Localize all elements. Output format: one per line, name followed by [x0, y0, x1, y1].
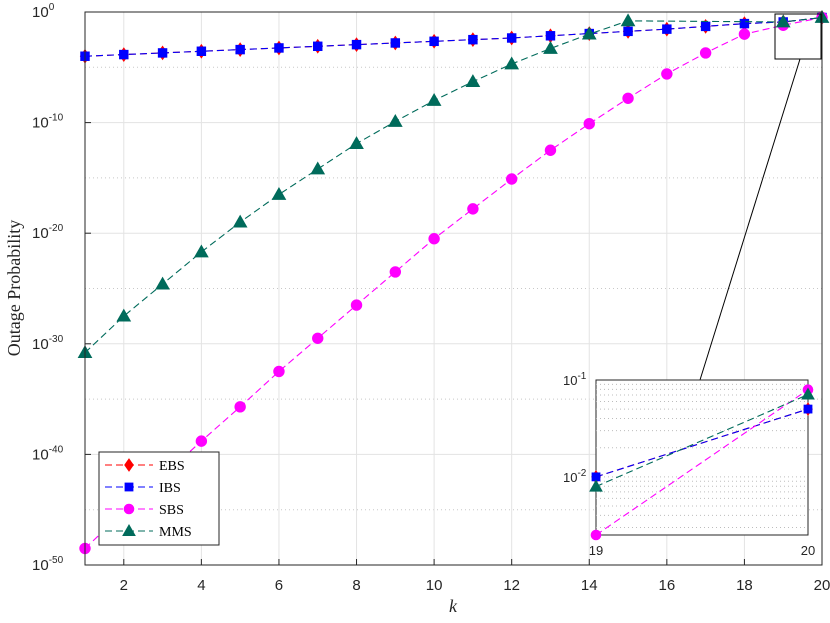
- inset-x-tick-label: 20: [801, 543, 815, 558]
- x-tick-label: 20: [814, 577, 830, 594]
- data-point: [122, 523, 136, 536]
- legend-box: [98, 451, 220, 546]
- inset-series-line: [595, 408, 809, 478]
- y-tick-label: 10-40: [32, 444, 64, 463]
- data-point: [738, 28, 751, 40]
- x-tick-label: 10: [426, 577, 443, 594]
- legend-label: IBS: [159, 481, 181, 496]
- data-point: [351, 39, 362, 50]
- data-point: [124, 482, 134, 492]
- series-line: [84, 16, 823, 549]
- data-point: [349, 136, 364, 149]
- series-line: [84, 16, 823, 57]
- data-point: [119, 49, 129, 60]
- x-tick-label: 12: [503, 577, 520, 594]
- y-tick-label: 10-20: [32, 223, 64, 242]
- x-tick-label: 8: [352, 577, 360, 594]
- x-tick-label: 14: [581, 577, 598, 594]
- data-point: [194, 244, 209, 258]
- data-point: [589, 479, 603, 492]
- y-tick-label: 100: [32, 2, 55, 21]
- zoom-box: [774, 13, 822, 60]
- data-point: [389, 266, 402, 278]
- data-point: [116, 308, 132, 322]
- x-tick-label: 18: [736, 577, 753, 594]
- data-point: [123, 503, 135, 515]
- inset-x-tick-label: 19: [589, 543, 603, 558]
- data-point: [543, 40, 558, 54]
- data-point: [390, 38, 401, 48]
- data-point: [803, 404, 813, 414]
- x-axis-label: k: [449, 596, 458, 616]
- data-point: [273, 365, 285, 378]
- x-tick-label: 16: [658, 577, 675, 594]
- x-tick-label: 2: [120, 577, 128, 594]
- data-point: [545, 31, 556, 41]
- data-point: [234, 401, 246, 413]
- data-point: [467, 203, 479, 215]
- inset-series-line: [595, 394, 809, 488]
- data-point: [506, 33, 517, 43]
- data-point: [661, 68, 673, 80]
- data-point: [426, 92, 442, 106]
- legend-label: SBS: [159, 503, 184, 518]
- data-point: [124, 458, 134, 472]
- data-point: [195, 435, 208, 447]
- data-point: [429, 36, 439, 47]
- data-point: [465, 74, 481, 88]
- y-tick-label: 10-50: [32, 555, 64, 574]
- data-point: [700, 21, 711, 32]
- data-point: [271, 186, 287, 200]
- data-point: [313, 41, 323, 52]
- data-point: [739, 18, 750, 29]
- data-point: [622, 92, 634, 104]
- legend-label: MMS: [159, 525, 192, 540]
- data-point: [775, 14, 791, 28]
- data-point: [350, 299, 363, 311]
- inset-series-line: [595, 389, 809, 536]
- series-line: [84, 16, 823, 57]
- data-point: [590, 529, 602, 541]
- zoom-connector: [699, 58, 801, 381]
- legend-label: EBS: [159, 459, 185, 474]
- data-point: [623, 26, 633, 37]
- inset-y-tick-label: 10-1: [563, 371, 587, 388]
- y-tick-label: 10-30: [32, 334, 64, 353]
- data-point: [428, 233, 440, 245]
- legend: EBS IBS SBS MMS: [98, 451, 220, 546]
- data-point: [801, 387, 815, 400]
- data-point: [581, 26, 597, 40]
- data-point: [468, 34, 478, 45]
- data-point: [157, 48, 168, 58]
- y-axis-label: Outage Probability: [4, 220, 24, 356]
- data-point: [235, 44, 245, 55]
- y-tick-label: 10-10: [32, 113, 64, 132]
- inset-chart: 10-2 10-1 19 20: [563, 371, 815, 558]
- data-point: [583, 118, 595, 130]
- data-point: [504, 56, 520, 70]
- data-point: [274, 43, 284, 53]
- data-point: [387, 113, 403, 127]
- data-point: [310, 161, 326, 175]
- x-tick-label: 6: [275, 577, 283, 594]
- data-point: [620, 13, 636, 27]
- x-tick-label: 4: [197, 577, 205, 594]
- data-point: [312, 332, 324, 344]
- data-point: [662, 24, 672, 34]
- data-point: [232, 214, 248, 228]
- inset-frame: [595, 379, 809, 536]
- plot-frame: [84, 11, 823, 566]
- data-point: [505, 173, 518, 185]
- data-point: [155, 276, 170, 290]
- x-tick-labels: 2 4 6 8 10 12 14 16 18 20: [120, 577, 830, 594]
- inset-y-tick-label: 10-2: [563, 468, 587, 485]
- data-point: [196, 46, 207, 56]
- data-point: [544, 144, 557, 156]
- y-tick-labels: 10-50 10-40 10-30 10-20 10-10 100: [32, 2, 64, 574]
- data-point: [699, 47, 712, 59]
